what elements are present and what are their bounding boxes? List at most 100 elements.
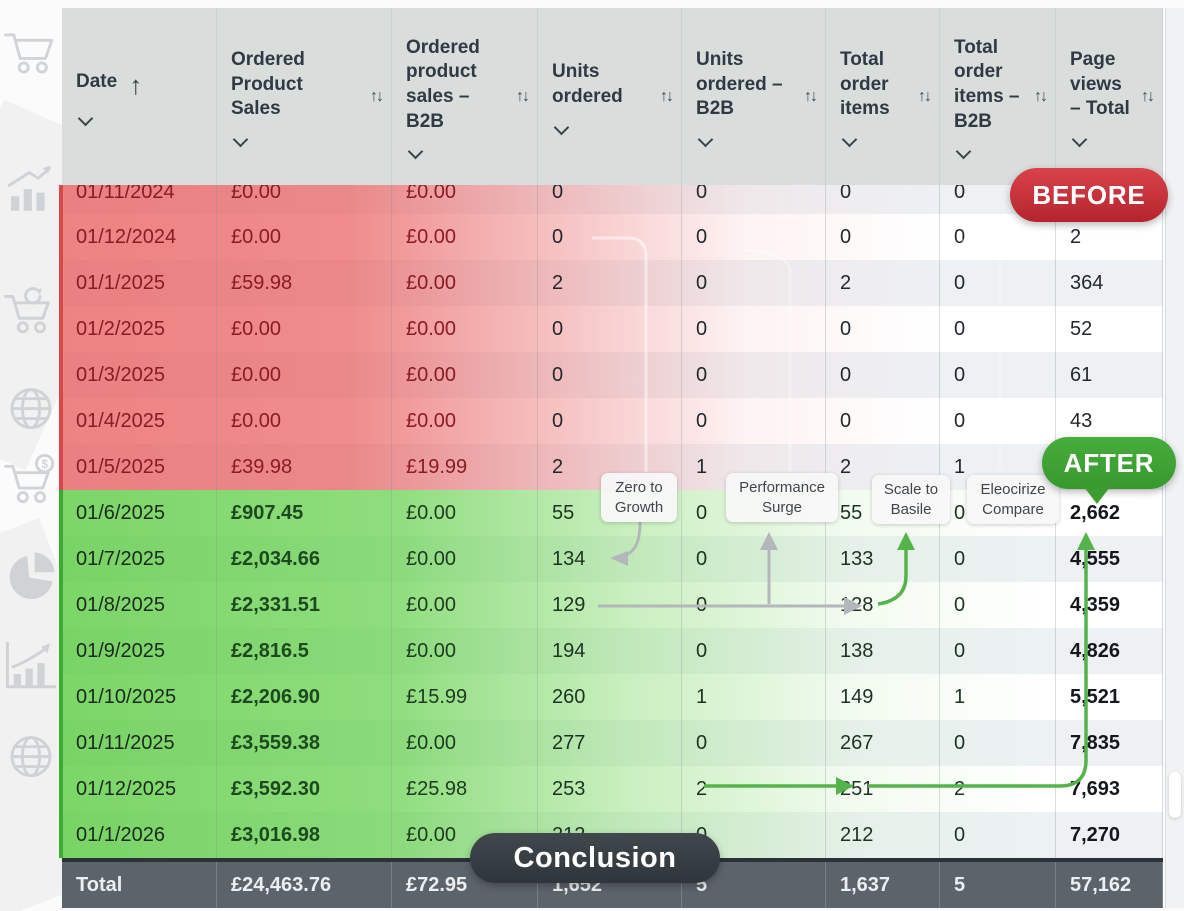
value-cell: 0 [940,306,1056,352]
column-header-units-ordered-b2b[interactable]: Units ordered – B2B ↑↓ [682,8,826,185]
total-value-cell: £72.95 [392,862,538,908]
table-row: 01/3/2025 £0.00 £0.00 0 0 0 0 61 [62,352,1163,398]
column-header-total-order-items[interactable]: Total order items ↑↓ [826,8,940,185]
value-cell: £0.00 [217,214,392,260]
value-cell: £2,331.51 [217,582,392,628]
value-cell: 2,662 [1056,490,1163,536]
annotation-performance-surge: Performance Surge [726,473,838,522]
value-cell: 0 [682,306,826,352]
svg-text:$: $ [41,458,48,471]
table-row: 01/10/2025 £2,206.90 £15.99 260 1 149 1 5,521 [62,674,1163,720]
value-cell: 0 [682,536,826,582]
value-cell: £0.00 [392,398,538,444]
total-value-cell: 1,637 [826,862,940,908]
chevron-down-icon[interactable] [232,131,249,148]
value-cell: £3,559.38 [217,720,392,766]
value-cell: £3,592.30 [217,766,392,812]
value-cell: £0.00 [392,185,538,214]
sort-toggle-icon[interactable]: ↑↓ [516,87,530,105]
value-cell: 277 [538,720,682,766]
date-cell: 01/7/2025 [62,536,217,582]
chevron-down-icon[interactable] [407,144,424,160]
sales-data-table: Date ↑ Ordered Product Sales ↑↓ Ordered prod… [62,8,1163,908]
value-cell: 0 [682,214,826,260]
column-header-label: Total order items – B2B [954,36,1020,132]
table-row: 01/12/2025 £3,592.30 £25.98 253 2 251 2 7,693 [62,766,1163,812]
value-cell: 134 [538,536,682,582]
value-cell: £0.00 [217,352,392,398]
chevron-down-icon[interactable] [553,119,570,135]
table-row: 01/7/2025 £2,034.66 £0.00 134 0 133 0 4,555 [62,536,1163,582]
chevron-down-icon[interactable] [1071,131,1088,148]
date-cell: 01/3/2025 [62,352,217,398]
column-header-label: Units ordered [552,61,623,107]
value-cell: 260 [538,674,682,720]
chevron-down-icon[interactable] [955,144,972,160]
value-cell: 251 [826,766,940,812]
value-cell: £39.98 [217,444,392,490]
value-cell: £0.00 [392,214,538,260]
pie-chart-icon [2,545,60,603]
value-cell: £25.98 [392,766,538,812]
column-header-page-views-total[interactable]: Page views – Total ↑↓ [1056,8,1163,185]
value-cell: 129 [538,582,682,628]
scrollbar-thumb[interactable] [1169,772,1181,818]
value-cell: £0.00 [217,185,392,214]
value-cell: 364 [1056,260,1163,306]
total-value-cell: 5 [940,862,1056,908]
date-cell: 01/12/2024 [62,214,217,260]
value-cell: 2 [1056,214,1163,260]
column-header-ordered-product-sales-b2b[interactable]: Ordered product sales – B2B ↑↓ [392,8,538,185]
column-header-label: Ordered Product Sales [231,48,305,120]
value-cell: 0 [682,720,826,766]
sort-toggle-icon[interactable]: ↑↓ [918,87,932,105]
value-cell: 0 [826,185,940,214]
growth-chart-icon [2,636,60,694]
value-cell: 2 [682,766,826,812]
value-cell: 194 [538,628,682,674]
sort-toggle-icon[interactable]: ↑↓ [1034,87,1048,105]
total-label: Total [62,862,217,908]
sort-ascending-icon[interactable]: ↑ [129,69,143,100]
sort-toggle-icon[interactable]: ↑↓ [370,87,384,105]
table-row: 01/4/2025 £0.00 £0.00 0 0 0 0 43 [62,398,1163,444]
value-cell: 2 [538,260,682,306]
value-cell: 4,555 [1056,536,1163,582]
value-cell: £15.99 [392,674,538,720]
column-header-units-ordered[interactable]: Units ordered ↑↓ [538,8,682,185]
value-cell: 1 [682,444,826,490]
value-cell: £0.00 [217,306,392,352]
column-header-total-order-items-b2b[interactable]: Total order items – B2B ↑↓ [940,8,1056,185]
chevron-down-icon[interactable] [77,110,94,126]
date-cell: 01/11/2024 [62,185,217,214]
date-cell: 01/9/2025 [62,628,217,674]
value-cell: 2 [940,766,1056,812]
value-cell: £0.00 [392,582,538,628]
chevron-down-icon[interactable] [841,131,858,148]
table-row: 01/11/2025 £3,559.38 £0.00 277 0 267 0 7,835 [62,720,1163,766]
value-cell: 0 [940,398,1056,444]
annotation-eleocirize-compare: Eleocirize Compare [967,475,1059,524]
value-cell: 149 [826,674,940,720]
value-cell: 61 [1056,352,1163,398]
value-cell: 0 [682,260,826,306]
sort-toggle-icon[interactable]: ↑↓ [1141,87,1155,105]
sort-toggle-icon[interactable]: ↑↓ [660,87,674,105]
column-header-date[interactable]: Date ↑ [62,8,217,185]
sort-toggle-icon[interactable]: ↑↓ [804,87,818,105]
cart-return-icon [2,282,60,340]
value-cell: 0 [940,352,1056,398]
value-cell: £2,206.90 [217,674,392,720]
value-cell: 128 [826,582,940,628]
value-cell: 212 [826,812,940,858]
column-header-label: Ordered product sales – B2B [406,36,480,132]
value-cell: 0 [826,306,940,352]
date-cell: 01/5/2025 [62,444,217,490]
value-cell: £0.00 [392,490,538,536]
chevron-down-icon[interactable] [697,131,714,148]
value-cell: £59.98 [217,260,392,306]
value-cell: 7,693 [1056,766,1163,812]
value-cell: 0 [538,352,682,398]
column-header-ordered-product-sales[interactable]: Ordered Product Sales ↑↓ [217,8,392,185]
